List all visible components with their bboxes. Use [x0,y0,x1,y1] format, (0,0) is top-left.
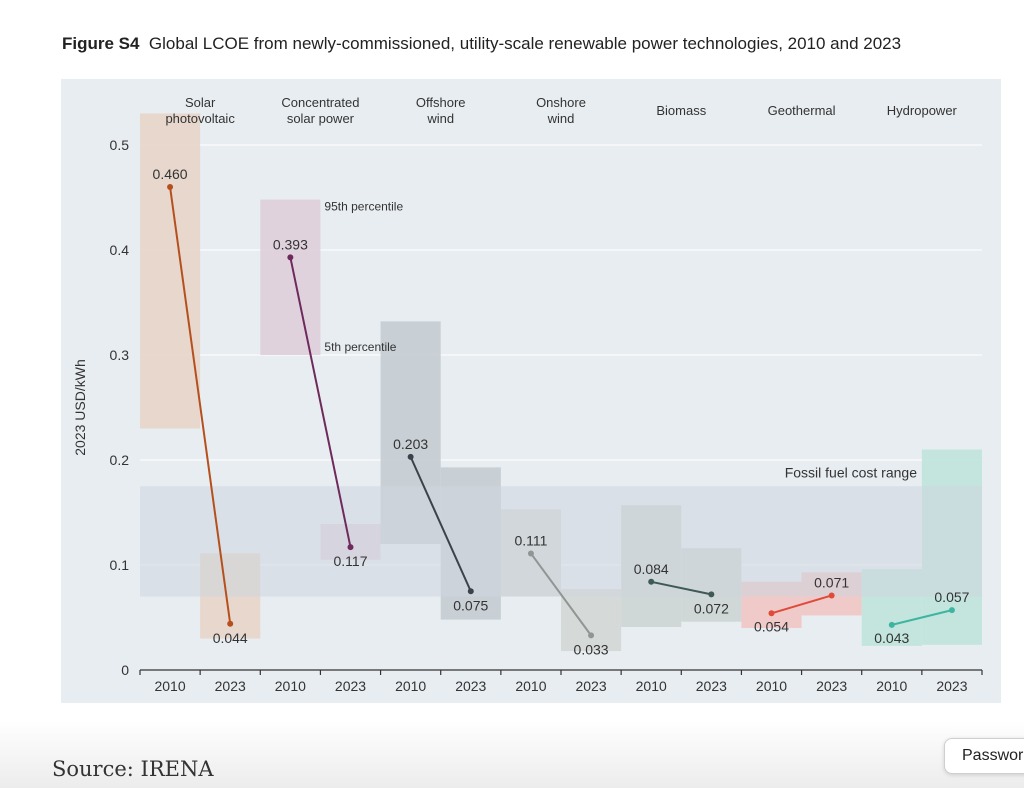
x-tick-label: 2010 [515,678,546,694]
p95-annotation: 95th percentile [324,200,403,214]
data-label: 0.117 [334,553,368,569]
data-label: 0.044 [213,630,248,646]
y-tick-label: 0.4 [110,242,130,258]
data-label: 0.043 [874,630,909,646]
y-tick-label: 0.3 [110,347,130,363]
y-tick-label: 0.2 [110,452,130,468]
fossil-fuel-band [140,486,982,597]
y-tick-label: 0.1 [110,557,130,573]
data-point [287,254,294,261]
slope-line [651,580,712,596]
data-label: 0.460 [153,166,188,182]
x-tick-label: 2023 [455,678,486,694]
slope-line [530,552,592,636]
slope-line [169,186,232,624]
category-header: wind [547,111,575,126]
data-label: 0.071 [814,574,849,590]
data-label: 0.393 [273,236,308,252]
figure-title: Figure S4 Global LCOE from newly-commiss… [62,34,901,54]
y-axis-label: 2023 USD/kWh [72,359,88,455]
x-tick-label: 2023 [696,678,727,694]
data-point [708,591,715,598]
data-point [588,632,595,639]
x-tick-label: 2010 [395,678,426,694]
slope-line [289,257,352,548]
data-point [648,578,655,585]
data-label: 0.203 [393,436,428,452]
x-tick-label: 2023 [936,678,967,694]
fossil-fuel-label: Fossil fuel cost range [785,464,917,480]
figure-label: Figure S4 [62,34,140,53]
x-tick-label: 2023 [575,678,606,694]
data-point [948,607,955,614]
x-tick-label: 2023 [335,678,366,694]
category-header: Geothermal [768,103,836,118]
percentile-band [561,589,622,652]
data-point [467,588,474,595]
x-tick-label: 2010 [636,678,667,694]
slope-line [409,456,472,592]
category-header: photovoltaic [165,111,235,126]
data-point [888,621,895,628]
x-tick-label: 2010 [756,678,787,694]
x-tick-label: 2010 [876,678,907,694]
slope-line [891,609,953,626]
percentile-band [140,113,201,429]
x-tick-label: 2023 [816,678,847,694]
data-point [828,592,835,599]
data-label: 0.075 [453,597,488,613]
data-label: 0.072 [694,600,729,616]
data-label: 0.084 [634,561,669,577]
data-label: 0.054 [754,618,789,634]
data-point [768,610,775,617]
data-label: 0.057 [934,589,969,605]
category-header: Offshore [416,95,466,110]
category-header: wind [426,111,454,126]
x-tick-label: 2023 [215,678,246,694]
category-header: Biomass [656,103,706,118]
percentile-band [260,199,321,355]
data-label: 0.111 [514,532,547,548]
category-header: Onshore [536,95,586,110]
category-header: Hydropower [887,103,958,118]
x-tick-label: 2010 [154,678,185,694]
y-tick-label: 0 [121,662,129,678]
password-autofill-chip[interactable]: Password [944,738,1024,774]
x-tick-label: 2010 [275,678,306,694]
source-caption: Source: IRENA [52,757,214,781]
data-point [407,453,414,460]
data-label: 0.033 [574,641,609,657]
p5-annotation: 5th percentile [324,340,396,354]
slope-line [771,594,832,615]
data-point [347,544,354,551]
category-header: solar power [287,111,355,126]
chart-panel: 0 0.1 0.2 0.3 0.4 0.5 2023 USD/kWh Fossil fuel … [61,79,1001,703]
data-point [227,620,234,627]
figure-title-text: Global LCOE from newly-commissioned, uti… [148,34,902,53]
y-tick-label: 0.5 [110,137,130,153]
data-point [167,184,174,190]
category-header: Concentrated [281,95,359,110]
category-header: Solar [185,95,216,110]
data-point [527,550,534,557]
lcoe-chart: 0 0.1 0.2 0.3 0.4 0.5 2023 USD/kWh Fossil fuel … [72,95,983,694]
